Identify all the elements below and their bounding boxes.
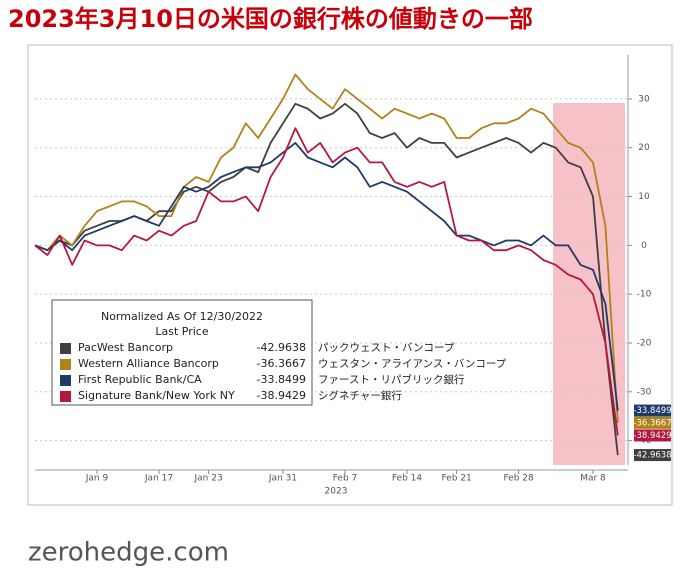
legend-value: -36.3667 [257,357,306,370]
series-line [34,142,619,411]
legend-annotation: シグネチャー銀行 [318,389,402,402]
legend-swatch [60,343,71,354]
legend-subtitle: Last Price [155,325,208,338]
end-value-label: -42.9638 [633,451,671,461]
end-value-box [634,429,671,442]
x-tick-label: Jan 9 [85,474,109,484]
legend-swatch [60,375,71,386]
legend-value: -33.8499 [257,373,306,386]
y-tick-label: 30 [638,94,650,104]
x-tick-label: Feb 28 [503,474,534,484]
y-tick-label: -20 [637,338,652,348]
x-tick-label: Jan 31 [268,474,297,484]
x-axis-label: 2023 [325,487,348,497]
x-tick-label: Feb 14 [392,474,423,484]
end-value-box [634,404,671,417]
legend-value: -38.9429 [257,389,306,402]
legend-swatch [60,391,71,402]
legend-label: First Republic Bank/CA [78,373,202,386]
legend-annotation: ファースト・リパブリック銀行 [318,373,465,386]
x-tick-label: Feb 7 [333,474,358,484]
legend-swatch [60,359,71,370]
x-tick-label: Mar 8 [580,474,606,484]
y-tick-label: -30 [637,387,652,397]
y-tick-label: 10 [638,192,650,202]
y-tick-label: 20 [638,143,650,153]
chart-title: 2023年3月10日の米国の銀行株の値動きの一部 [8,5,533,33]
x-tick-label: Jan 23 [194,474,223,484]
series-line [34,73,619,423]
end-value-box [634,449,671,462]
y-tick-label: -10 [637,290,652,300]
end-value-label: -38.9429 [633,431,671,441]
end-value-box [634,416,671,429]
legend-annotation: パックウェスト・バンコープ [318,342,455,354]
grid [35,55,632,474]
legend-title: Normalized As Of 12/30/2022 [101,310,263,323]
legend-annotation: ウェスタン・アライアンス・バンコープ [318,358,507,370]
series-line [34,127,619,436]
end-value-label: -33.8499 [633,406,671,416]
legend-label: Western Alliance Bancorp [78,357,219,370]
legend-label: Signature Bank/New York NY [78,389,235,402]
legend-label: PacWest Bancorp [78,341,173,354]
x-tick-label: Feb 21 [441,474,471,484]
legend-value: -42.9638 [257,341,306,354]
y-tick-label: 0 [641,241,647,251]
legend-box [51,299,313,406]
lines [34,73,619,456]
end-value-label: -36.3667 [633,418,671,428]
x-tick-label: Jan 17 [144,474,173,484]
source: zerohedge.com [28,538,229,568]
